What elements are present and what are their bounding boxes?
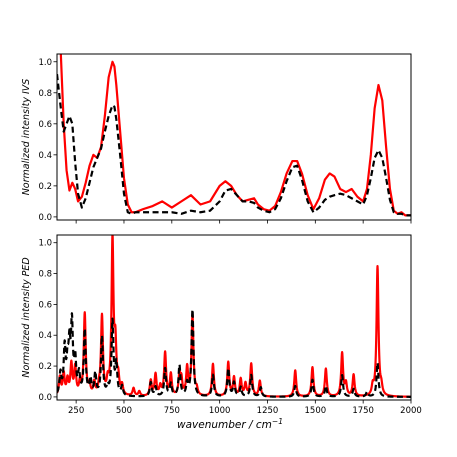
x-tick-label: 1000 (209, 406, 231, 416)
panel-ivs: 0.0 0.2 0.4 0.6 0.8 1.0 Normalized intensity I… (21, 53, 412, 224)
x-axis-label-superscript: −1 (272, 417, 283, 426)
x-axis-label-text: wavenumber / cm (177, 419, 272, 431)
y-axis-label: Normalized intensity PED (21, 257, 32, 377)
y-tick-label: 0.4 (38, 151, 52, 161)
x-tick-label: 2000 (400, 406, 422, 416)
y-tick-label: 1.0 (38, 58, 52, 68)
x-tick-label: 1500 (305, 406, 327, 416)
x-tick-label: 750 (164, 406, 180, 416)
axes-frame (56, 53, 412, 221)
y-tick-label: 1.0 (38, 239, 52, 249)
y-tick-label: 0.0 (38, 393, 52, 403)
y-tick-label: 0.0 (38, 213, 52, 223)
y-tick-label: 0.6 (38, 120, 52, 130)
series-line-black-dashed (57, 308, 411, 398)
x-tick-label: 250 (68, 406, 84, 416)
series-line-red-solid (59, 54, 411, 217)
x-tick-label: 1750 (352, 406, 374, 416)
y-tick-label: 0.6 (38, 300, 52, 310)
y-tick-label: 0.2 (38, 362, 52, 372)
y-tick-label: 0.4 (38, 331, 52, 341)
x-tick-label: 500 (116, 406, 132, 416)
y-tick-label: 0.8 (38, 270, 52, 280)
x-axis-label: wavenumber / cm−1 (177, 417, 283, 431)
panel-ped: 250 500 750 1000 1250 1500 1750 2000 0.0 0.2 0.4 0.… (21, 234, 422, 416)
x-tick-label: 1250 (257, 406, 279, 416)
y-tick-label: 0.8 (38, 89, 52, 99)
y-tick-label: 0.2 (38, 182, 52, 192)
series-line-black-dashed (57, 74, 411, 217)
plot-area (57, 54, 411, 217)
series-line-red-solid (57, 235, 411, 398)
y-axis-label: Normalized intensity IVS (21, 79, 32, 196)
plot-area (57, 235, 411, 398)
axes-frame (56, 234, 412, 401)
